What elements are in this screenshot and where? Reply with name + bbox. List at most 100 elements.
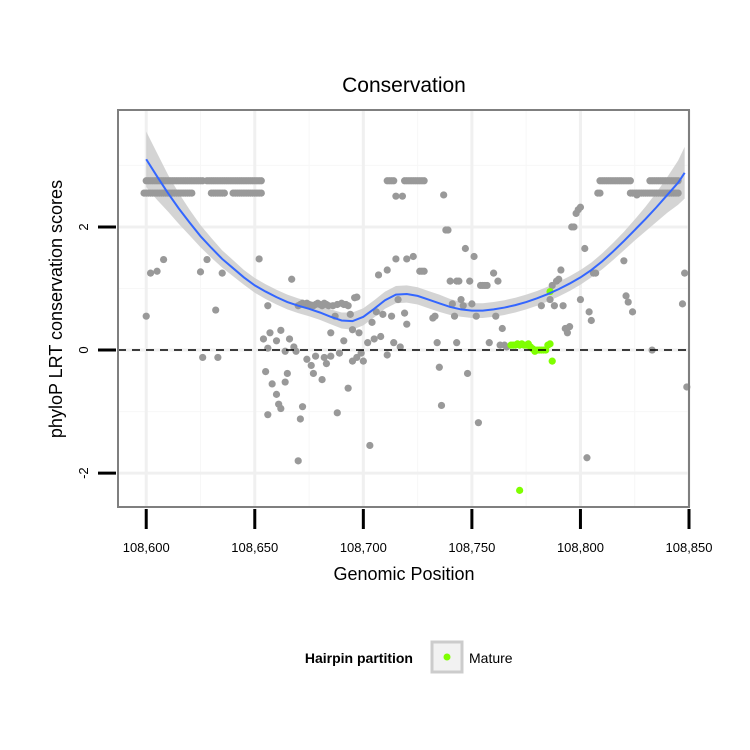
data-point (264, 344, 272, 352)
data-point-mature (516, 486, 524, 494)
legend-key-mature (443, 653, 451, 661)
data-point (555, 275, 563, 283)
data-point (383, 266, 391, 274)
data-point (353, 293, 361, 301)
data-point (277, 326, 285, 334)
data-point (498, 324, 506, 333)
data-point (281, 378, 289, 386)
legend-label-mature: Mature (469, 650, 513, 666)
data-point (620, 257, 628, 265)
data-point (455, 277, 463, 285)
data-point (264, 302, 272, 310)
data-point (259, 335, 268, 343)
data-point (565, 323, 574, 331)
data-point (355, 329, 363, 337)
x-tick-label: 108,600 (123, 540, 170, 555)
data-point (409, 252, 417, 261)
data-point (492, 312, 500, 320)
panel-border (117, 109, 690, 508)
data-point (188, 189, 196, 197)
data-point (262, 367, 270, 376)
data-point (583, 454, 591, 462)
data-point (383, 351, 391, 359)
data-point (494, 277, 502, 285)
data-point (218, 269, 226, 277)
data-point (257, 177, 265, 185)
data-point (390, 177, 398, 185)
data-point (153, 267, 161, 275)
data-point (292, 347, 300, 355)
data-point (461, 244, 469, 253)
data-point (537, 302, 545, 310)
x-tick-label: 108,700 (340, 540, 387, 555)
data-point (327, 352, 335, 360)
panel-background (118, 110, 689, 507)
data-point (344, 302, 352, 310)
data-point (485, 339, 493, 347)
data-point (581, 244, 589, 253)
data-point (392, 255, 400, 263)
data-point (203, 255, 211, 264)
data-point (474, 419, 482, 427)
data-point (359, 357, 367, 365)
data-point-mature (546, 340, 554, 348)
data-point (624, 298, 632, 306)
data-point (272, 390, 281, 398)
data-point (364, 339, 372, 347)
data-point (563, 329, 572, 337)
x-tick-label: 108,750 (448, 540, 495, 555)
data-point (199, 353, 207, 362)
data-point (396, 343, 404, 351)
data-point (459, 302, 467, 310)
data-point (322, 359, 331, 368)
data-point (463, 369, 472, 378)
data-point (296, 415, 304, 423)
data-point (387, 312, 396, 320)
data-point (626, 177, 634, 185)
data-point (450, 312, 459, 320)
smooth-line (145, 158, 686, 323)
data-point (483, 281, 491, 290)
data-point (283, 369, 291, 378)
data-point (466, 277, 474, 285)
data-point (394, 295, 402, 304)
data-point (281, 347, 289, 355)
data-points-layer (140, 177, 691, 494)
x-axis-title: Genomic Position (333, 564, 474, 584)
data-point (377, 332, 385, 341)
data-point (372, 308, 380, 316)
data-point (490, 269, 498, 277)
data-point (576, 295, 585, 304)
data-point (403, 255, 411, 263)
data-point (468, 300, 476, 308)
data-point (344, 384, 352, 392)
data-point (348, 326, 357, 334)
data-point (587, 316, 595, 325)
data-point (437, 401, 446, 410)
y-tick-label: -2 (76, 467, 91, 479)
data-point (298, 403, 307, 411)
data-point (159, 255, 168, 264)
data-point (196, 268, 205, 276)
data-point (214, 353, 222, 362)
data-point (433, 339, 441, 347)
data-point (370, 335, 378, 343)
data-point (596, 189, 604, 197)
confidence-ribbon-layer (146, 131, 685, 330)
smooth-line-layer (145, 158, 686, 323)
data-point (374, 271, 383, 279)
data-point (585, 308, 593, 316)
chart-title: Conservation (342, 74, 466, 97)
x-tick-label: 108,650 (231, 540, 278, 555)
legend: Hairpin partition Mature (305, 640, 513, 674)
data-point (357, 349, 365, 357)
data-point (453, 339, 461, 347)
data-point (346, 310, 354, 318)
data-point (576, 203, 585, 211)
data-point (366, 441, 374, 450)
data-point (440, 191, 448, 199)
data-point (431, 312, 439, 320)
data-point (592, 269, 600, 277)
data-point (390, 339, 398, 347)
data-point (628, 308, 637, 316)
